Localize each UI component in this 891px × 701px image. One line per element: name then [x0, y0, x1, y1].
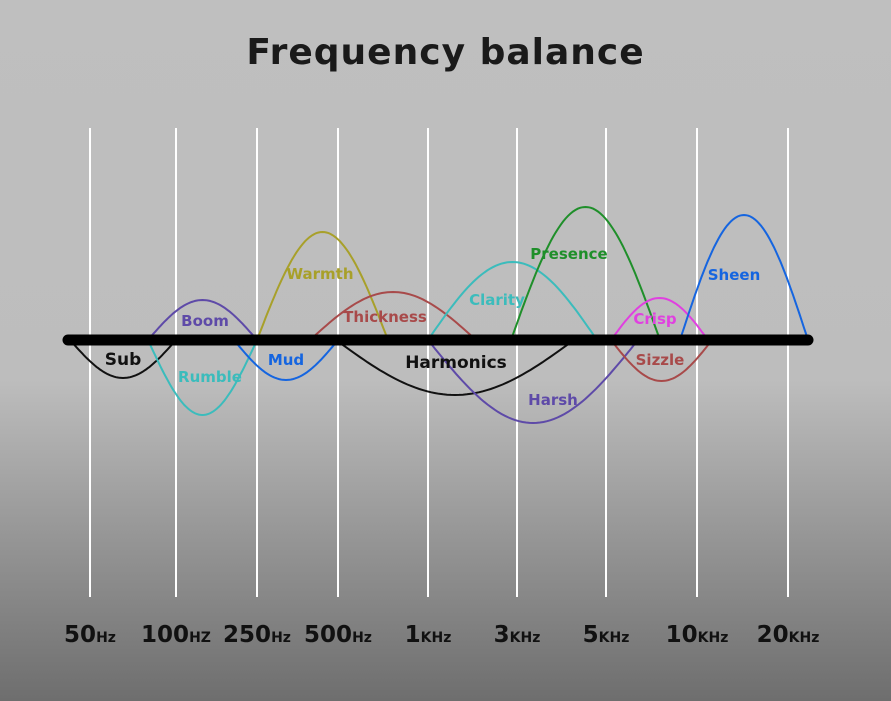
tick-value: 3: [494, 622, 510, 648]
tick-label-1: 100HZ: [141, 622, 211, 648]
tick-value: 100: [141, 622, 189, 648]
diagram-title: Frequency balance: [246, 32, 645, 73]
tick-unit: KHz: [421, 630, 452, 646]
tick-value: 20: [757, 622, 789, 648]
tick-value: 250: [223, 622, 271, 648]
band-curve-boom: [147, 298, 258, 341]
band-label-clarity: Clarity: [469, 291, 525, 309]
tick-value: 1: [405, 622, 421, 648]
tick-label-8: 20KHz: [757, 622, 820, 648]
tick-value: 10: [666, 622, 698, 648]
band-curve-mud: [233, 339, 339, 382]
tick-unit: KHz: [599, 630, 630, 646]
tick-unit: KHz: [698, 630, 729, 646]
band-label-rumble: Rumble: [178, 368, 242, 386]
band-curve-warmth: [256, 230, 389, 341]
tick-unit: Hz: [96, 630, 116, 646]
band-label-thickness: Thickness: [343, 308, 427, 326]
tick-value: 50: [64, 622, 96, 648]
tick-label-7: 10KHz: [666, 622, 729, 648]
band-label-warmth: Warmth: [286, 265, 353, 283]
band-label-mud: Mud: [268, 351, 304, 369]
tick-label-3: 500Hz: [304, 622, 372, 648]
band-label-sheen: Sheen: [708, 266, 761, 284]
band-curve-thickness: [309, 290, 477, 341]
tick-label-2: 250Hz: [223, 622, 291, 648]
band-curve-rumble: [147, 339, 258, 417]
band-curve-clarity: [427, 260, 598, 341]
band-curve-presence: [510, 205, 661, 341]
tick-label-6: 5KHz: [583, 622, 630, 648]
band-label-harmonics: Harmonics: [405, 353, 507, 373]
band-label-harsh: Harsh: [528, 391, 578, 409]
band-label-boom: Boom: [181, 312, 229, 330]
tick-label-5: 3KHz: [494, 622, 541, 648]
tick-unit: HZ: [189, 630, 211, 646]
band-curve-sizzle: [610, 339, 713, 383]
tick-value: 500: [304, 622, 352, 648]
band-curve-sheen: [679, 213, 809, 341]
band-label-sizzle: Sizzle: [636, 351, 685, 369]
tick-unit: Hz: [271, 630, 291, 646]
band-curve-crisp: [610, 296, 709, 341]
band-curve-sub: [69, 339, 177, 380]
tick-unit: KHz: [510, 630, 541, 646]
band-label-sub: Sub: [105, 350, 142, 370]
band-curve-harmonics: [335, 339, 575, 397]
tick-label-4: 1KHz: [405, 622, 452, 648]
band-label-crisp: Crisp: [633, 310, 676, 328]
tick-unit: KHz: [789, 630, 820, 646]
band-label-presence: Presence: [530, 245, 607, 263]
tick-unit: Hz: [352, 630, 372, 646]
band-curve-harsh: [427, 339, 639, 425]
tick-label-0: 50Hz: [64, 622, 116, 648]
tick-value: 5: [583, 622, 599, 648]
